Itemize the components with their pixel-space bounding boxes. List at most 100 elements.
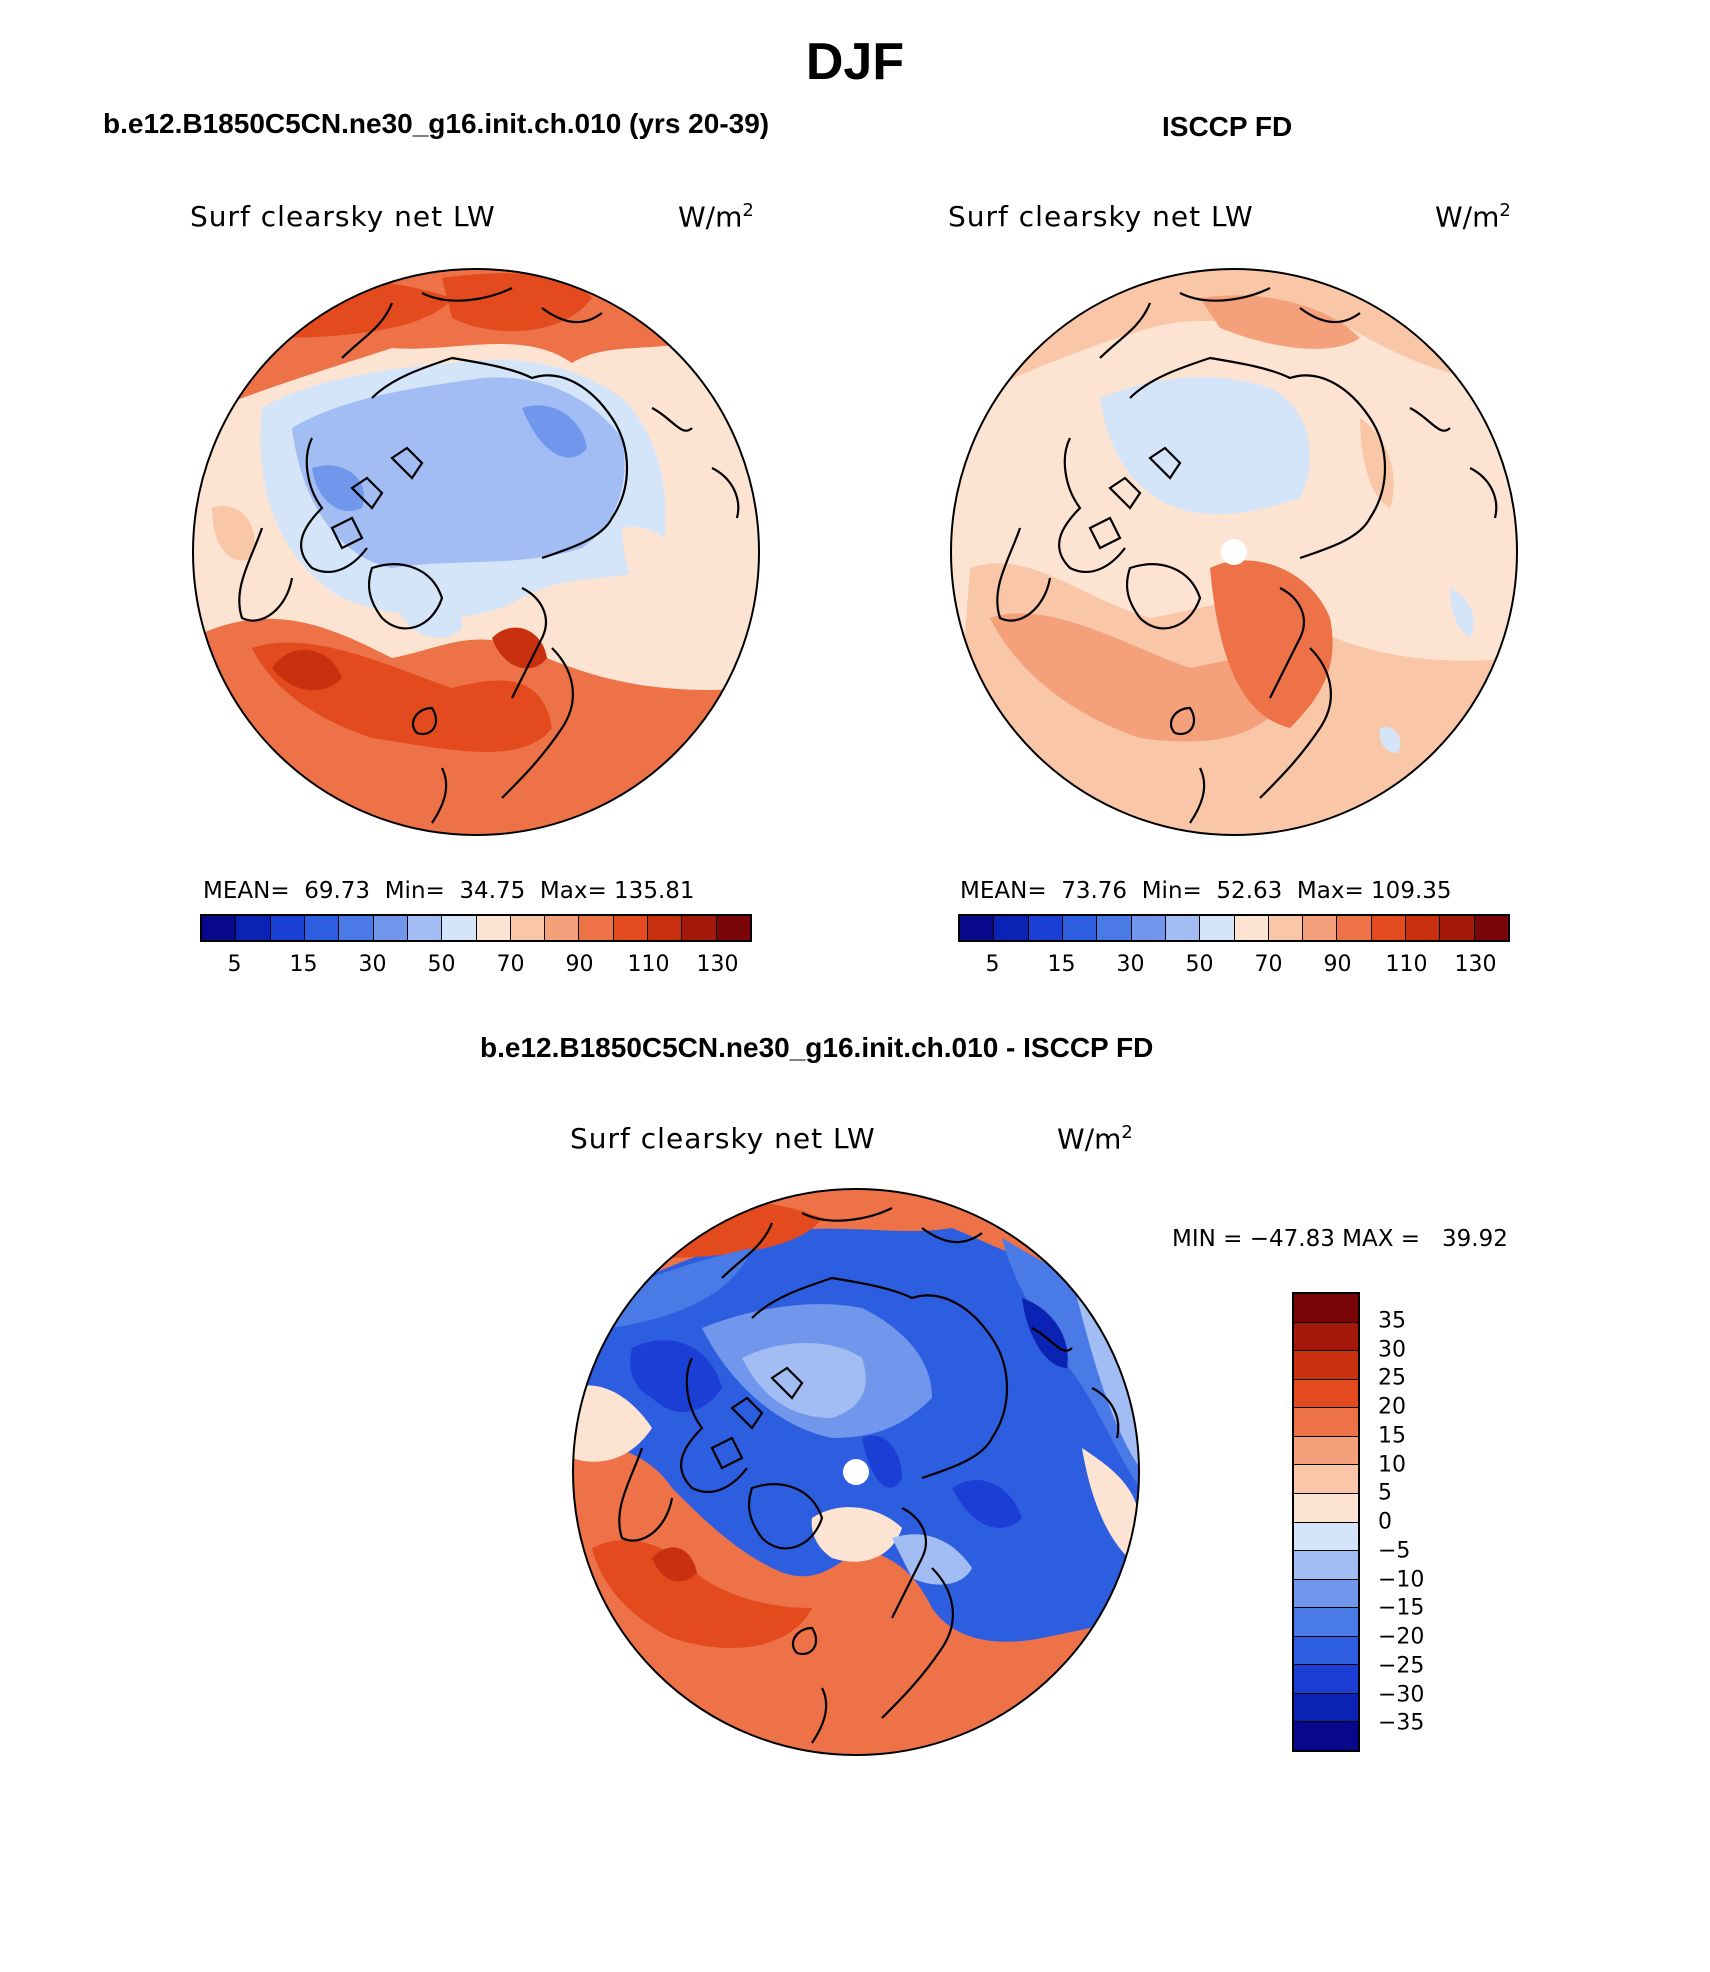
colorbar-tick-label: 70 xyxy=(1254,952,1283,977)
colorbar-tick-label: 30 xyxy=(1116,952,1145,977)
colorbar-swatch xyxy=(510,916,546,940)
colorbar-swatch xyxy=(1294,1294,1358,1323)
colorbar-swatch xyxy=(202,916,237,940)
colorbar-swatch xyxy=(373,916,408,940)
colorbar-swatch xyxy=(1294,1522,1358,1552)
colorbar-swatch xyxy=(1371,916,1407,940)
panel1-variable-label: Surf clearsky net LW xyxy=(190,200,496,233)
colorbar-swatch xyxy=(682,916,717,940)
colorbar-swatch xyxy=(1097,916,1132,940)
diff-units-label: W/m2 xyxy=(1057,1122,1133,1156)
panel2-variable-label: Surf clearsky net LW xyxy=(948,200,1254,233)
colorbar-tick-label: 0 xyxy=(1378,1509,1392,1535)
panel2-case-title: ISCCP FD xyxy=(1162,111,1293,142)
colorbar-tick-label: 25 xyxy=(1378,1365,1406,1391)
colorbar-swatch xyxy=(1062,916,1098,940)
panel1-polar-map xyxy=(192,268,760,836)
colorbar-swatch xyxy=(1131,916,1166,940)
colorbar-swatch xyxy=(1294,1465,1358,1494)
panel1-case-title: b.e12.B1850C5CN.ne30_g16.init.ch.010 (yr… xyxy=(103,108,770,139)
colorbar-swatch xyxy=(1303,916,1338,940)
colorbar-tick-label: −5 xyxy=(1378,1538,1411,1564)
panel1-colorbar xyxy=(200,914,752,942)
panel1-colorbar-ticks: 5 15 30 50 70 90 110 130 xyxy=(200,952,752,982)
colorbar-swatch xyxy=(1294,1636,1358,1666)
colorbar-swatch xyxy=(304,916,340,940)
colorbar-tick-label: 110 xyxy=(1385,952,1428,977)
colorbar-swatch xyxy=(1294,1351,1358,1380)
colorbar-tick-label: 50 xyxy=(427,952,456,977)
diff-variable-label: Surf clearsky net LW xyxy=(570,1122,876,1155)
panel1-units-label: W/m2 xyxy=(678,200,754,234)
colorbar-swatch xyxy=(407,916,443,940)
colorbar-swatch xyxy=(1234,916,1269,940)
colorbar-swatch xyxy=(1165,916,1201,940)
colorbar-tick-label: −10 xyxy=(1378,1567,1425,1592)
panel2-colorbar xyxy=(958,914,1510,942)
colorbar-tick-label: 130 xyxy=(696,952,739,977)
figure-title: DJF xyxy=(805,33,905,91)
colorbar-swatch xyxy=(1294,1579,1358,1609)
colorbar-tick-label: 15 xyxy=(1047,952,1076,977)
colorbar-tick-label: 30 xyxy=(1378,1337,1406,1362)
colorbar-tick-label: 35 xyxy=(1378,1308,1406,1334)
colorbar-swatch xyxy=(1474,916,1508,940)
colorbar-swatch xyxy=(613,916,649,940)
colorbar-swatch xyxy=(1294,1436,1358,1466)
colorbar-tick-label: 5 xyxy=(985,952,1000,977)
colorbar-swatch xyxy=(579,916,614,940)
colorbar-tick-label: 20 xyxy=(1378,1394,1406,1420)
colorbar-tick-label: −25 xyxy=(1378,1653,1425,1679)
colorbar-tick-label: 50 xyxy=(1185,952,1214,977)
colorbar-tick-label: 70 xyxy=(496,952,525,977)
colorbar-tick-label: −15 xyxy=(1378,1595,1425,1621)
colorbar-tick-label: 130 xyxy=(1454,952,1497,977)
panel1-stats: MEAN= 69.73 Min= 34.75 Max= 135.81 xyxy=(203,878,695,904)
colorbar-swatch xyxy=(1294,1608,1358,1637)
colorbar-tick-label: 90 xyxy=(1323,952,1352,977)
colorbar-swatch xyxy=(1028,916,1063,940)
colorbar-tick-label: 5 xyxy=(227,952,242,977)
colorbar-swatch xyxy=(1294,1379,1358,1409)
colorbar-swatch xyxy=(270,916,305,940)
colorbar-tick-label: 15 xyxy=(289,952,318,977)
colorbar-swatch xyxy=(1294,1665,1358,1694)
diff-colorbar-ticks: 35 30 25 20 15 10 5 0 −5 −10 −15 −20 −25 −30 −35 xyxy=(1378,1292,1458,1752)
diff-polar-map xyxy=(572,1188,1140,1756)
colorbar-swatch xyxy=(545,916,580,940)
colorbar-swatch xyxy=(442,916,477,940)
diff-colorbar xyxy=(1292,1292,1360,1752)
colorbar-tick-label: −30 xyxy=(1378,1682,1425,1707)
colorbar-swatch xyxy=(716,916,750,940)
colorbar-tick-label: 90 xyxy=(565,952,594,977)
colorbar-swatch xyxy=(339,916,374,940)
colorbar-tick-label: 110 xyxy=(627,952,670,977)
diff-minmax-label: MIN = −47.83 MAX = 39.92 xyxy=(1172,1226,1508,1252)
colorbar-tick-label: 15 xyxy=(1378,1423,1406,1449)
colorbar-swatch xyxy=(236,916,271,940)
colorbar-swatch xyxy=(1294,1722,1358,1750)
colorbar-tick-label: −35 xyxy=(1378,1710,1425,1736)
colorbar-swatch xyxy=(1294,1693,1358,1723)
colorbar-swatch xyxy=(1200,916,1235,940)
colorbar-swatch xyxy=(648,916,683,940)
colorbar-swatch xyxy=(1406,916,1441,940)
colorbar-tick-label: 10 xyxy=(1378,1452,1406,1477)
colorbar-swatch xyxy=(994,916,1029,940)
colorbar-tick-label: −20 xyxy=(1378,1624,1425,1650)
colorbar-swatch xyxy=(1294,1493,1358,1523)
panel2-units-label: W/m2 xyxy=(1435,200,1511,234)
colorbar-swatch xyxy=(1294,1551,1358,1580)
colorbar-swatch xyxy=(476,916,511,940)
panel2-stats: MEAN= 73.76 Min= 52.63 Max= 109.35 xyxy=(960,878,1452,904)
colorbar-tick-label: 5 xyxy=(1378,1480,1392,1506)
colorbar-tick-label: 30 xyxy=(358,952,387,977)
panel2-colorbar-ticks: 5 15 30 50 70 90 110 130 xyxy=(958,952,1510,982)
colorbar-swatch xyxy=(1294,1408,1358,1437)
panel2-polar-map xyxy=(950,268,1518,836)
colorbar-swatch xyxy=(1294,1322,1358,1352)
colorbar-swatch xyxy=(960,916,995,940)
colorbar-swatch xyxy=(1268,916,1304,940)
colorbar-swatch xyxy=(1440,916,1475,940)
diff-case-title: b.e12.B1850C5CN.ne30_g16.init.ch.010 - I… xyxy=(480,1032,1154,1063)
